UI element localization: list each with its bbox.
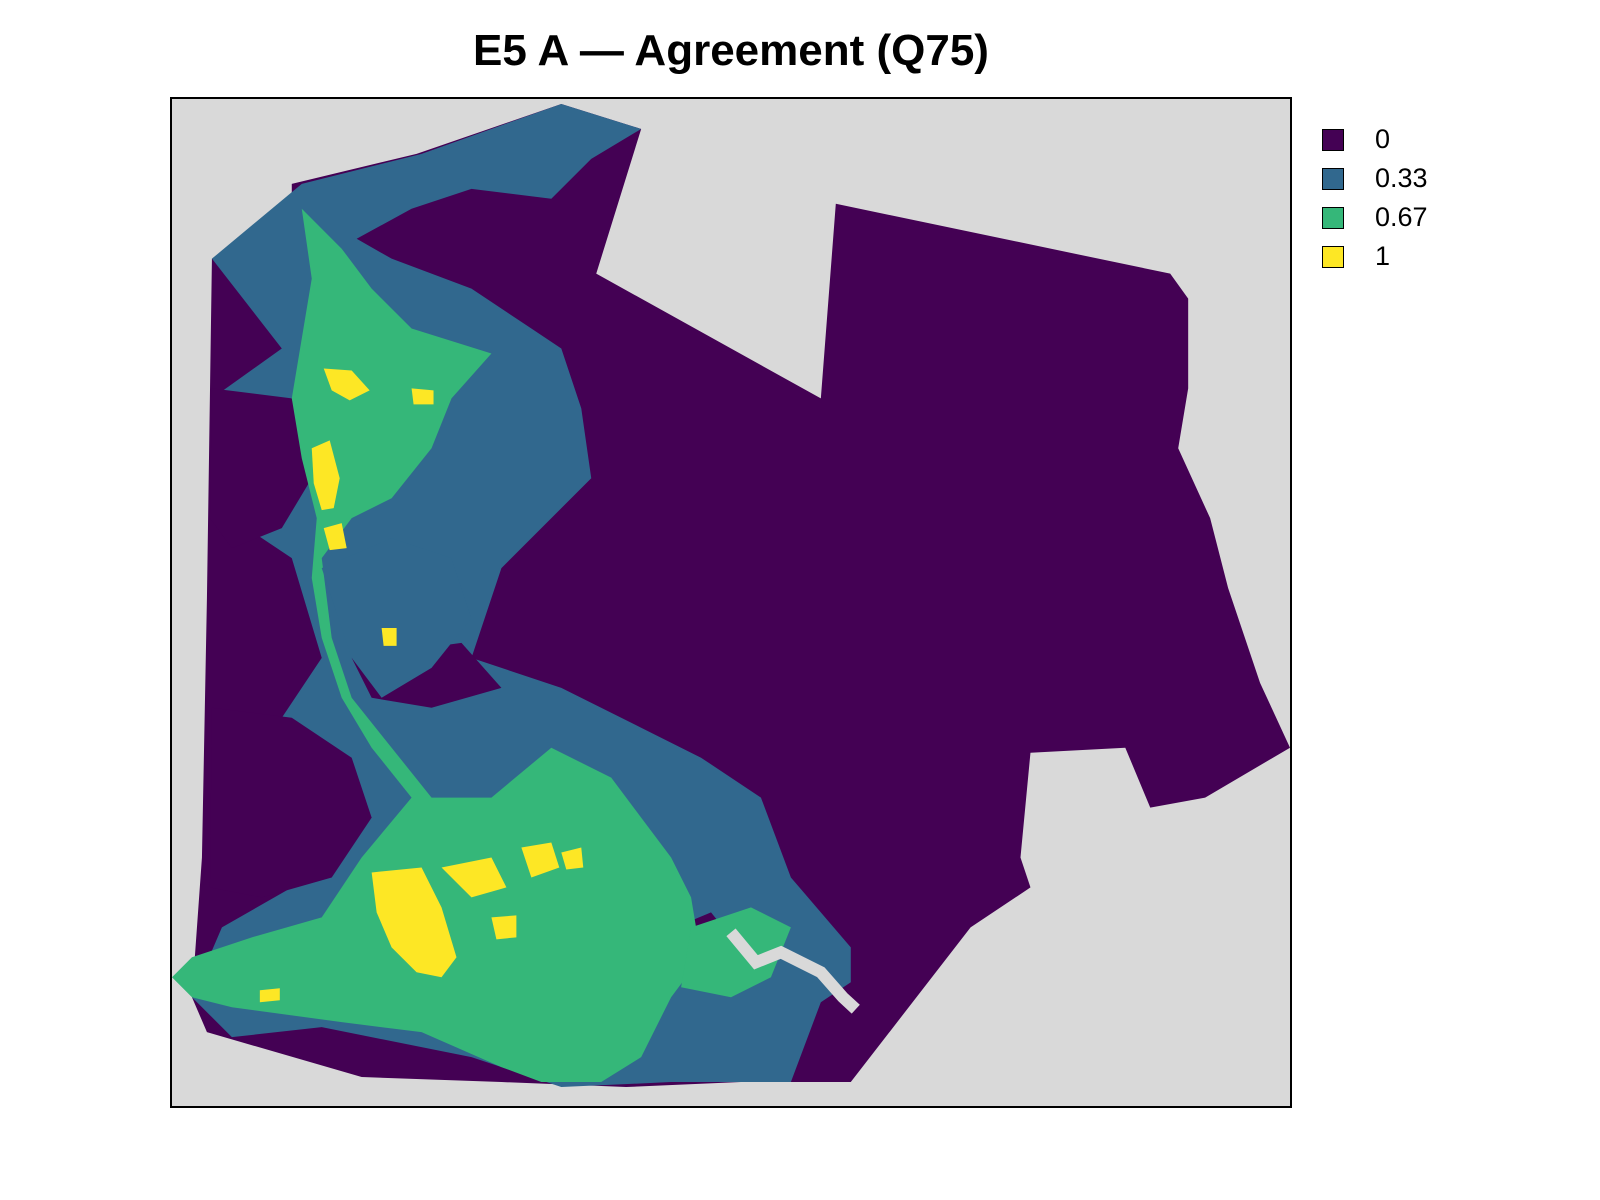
- legend-swatch: [1322, 245, 1344, 268]
- legend-label: 1: [1375, 241, 1391, 271]
- legend-swatch: [1322, 167, 1344, 190]
- legend: 0 0.33 0.67 1: [1322, 120, 1428, 276]
- legend-swatch: [1322, 128, 1344, 151]
- legend-label: 0: [1375, 124, 1391, 154]
- legend-item-1: 1: [1322, 237, 1428, 276]
- region-class-0.67-patch: [681, 907, 791, 998]
- region-class-0.33-inner: [321, 538, 472, 698]
- legend-label: 0.67: [1375, 202, 1428, 232]
- legend-item-0.33: 0.33: [1322, 159, 1428, 198]
- legend-item-0.67: 0.67: [1322, 198, 1428, 237]
- region-class-1: [259, 368, 584, 1003]
- region-class-0-island: [209, 707, 372, 898]
- legend-swatch: [1322, 206, 1344, 229]
- agreement-raster: [172, 103, 1290, 1088]
- river-channel: [726, 928, 860, 1014]
- legend-item-0: 0: [1322, 120, 1428, 159]
- map-title: E5 A — Agreement (Q75): [473, 26, 989, 75]
- legend-label: 0.33: [1375, 163, 1428, 193]
- region-class-0-island: [209, 388, 312, 549]
- map-panel: [170, 97, 1292, 1108]
